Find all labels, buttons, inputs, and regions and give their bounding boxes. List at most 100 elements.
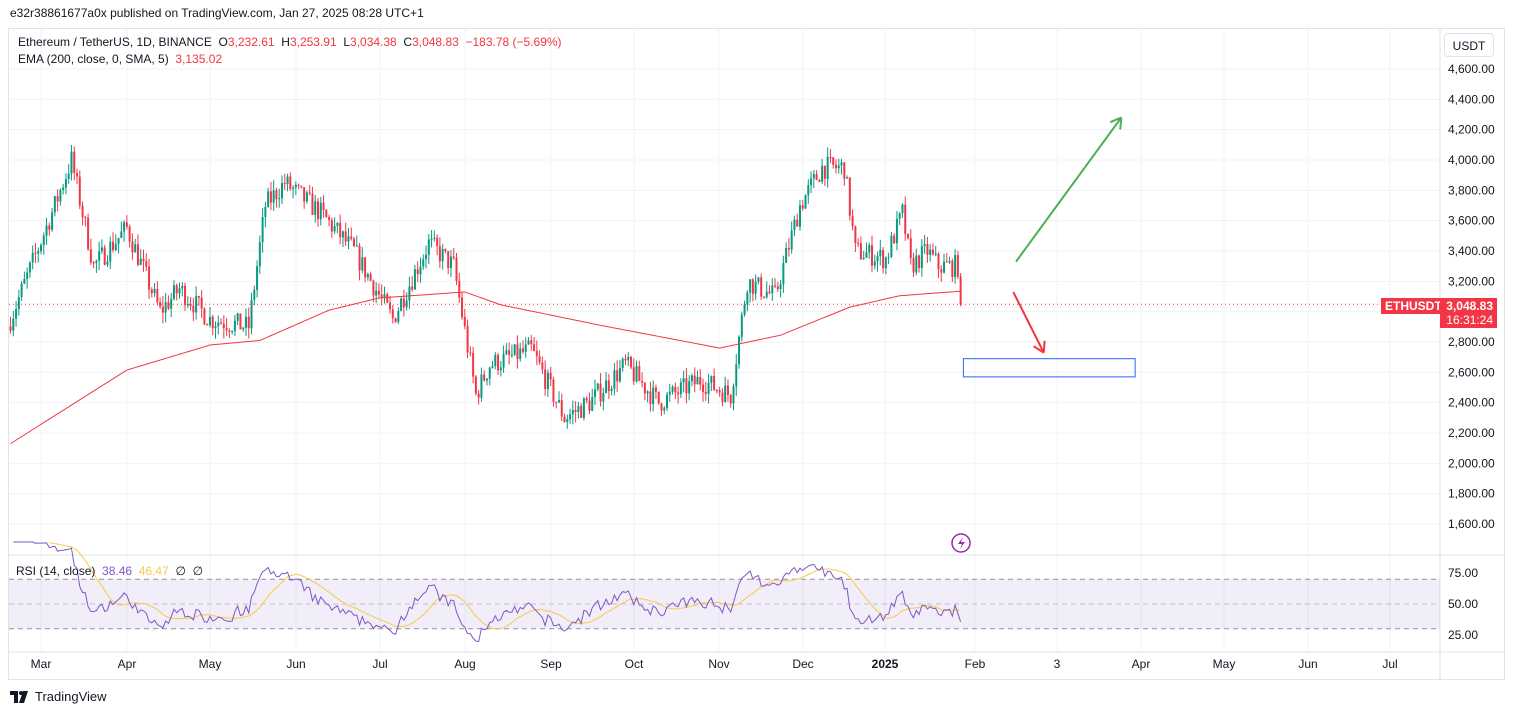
ema-label: EMA (200, close, 0, SMA, 5) (18, 52, 169, 66)
candle-body (635, 366, 638, 382)
candle-body (505, 350, 508, 354)
candle-body (419, 266, 422, 275)
candle-body (887, 256, 890, 258)
candle-body (729, 395, 732, 404)
candle-body (743, 304, 746, 315)
candle-body (690, 375, 693, 382)
rsi-null-2: ∅ (192, 564, 204, 578)
candle-body (228, 330, 231, 332)
candle-body (876, 256, 879, 262)
candle-body (920, 246, 923, 269)
candle-body (463, 317, 466, 327)
candle-body (73, 151, 76, 173)
time-tick: Dec (792, 657, 813, 671)
candle-body (438, 246, 441, 262)
symbol-name: Ethereum / TetherUS, 1D, BINANCE (18, 35, 212, 49)
candle-body (499, 367, 502, 371)
candle-body (322, 202, 325, 210)
candle-body (746, 292, 749, 305)
bearish-arrow-head (1033, 340, 1046, 354)
candle-body (289, 176, 292, 189)
candle-body (732, 386, 735, 404)
candle-body (319, 202, 322, 220)
brand-name: TradingView (35, 689, 107, 704)
price-tick: 4,600.00 (1448, 62, 1495, 76)
candle-body (145, 261, 148, 267)
candle-body (466, 326, 469, 353)
candle-body (114, 243, 117, 251)
candle-body (9, 326, 12, 331)
candle-body (469, 352, 472, 354)
candle-body (258, 242, 261, 267)
candle-body (200, 297, 203, 309)
candle-body (336, 222, 339, 226)
ema-value: 3,135.02 (175, 52, 223, 66)
candle-body (513, 344, 516, 355)
candle-body (377, 290, 380, 295)
candle-body (879, 249, 882, 257)
candle-body (62, 187, 65, 190)
candle-body (555, 401, 558, 403)
candle-body (948, 260, 951, 263)
candle-body (192, 305, 195, 313)
candle-body (524, 344, 527, 352)
time-tick: Feb (965, 657, 986, 671)
time-tick: Apr (118, 657, 137, 671)
candle-body (765, 291, 768, 298)
candle-body (106, 261, 109, 265)
tradingview-logo[interactable]: TradingView (10, 689, 107, 704)
candle-body (951, 260, 954, 278)
candle-body (441, 248, 444, 262)
tv-logo-icon (10, 690, 28, 703)
candle-body (862, 257, 865, 260)
time-tick: Nov (708, 657, 729, 671)
candle-body (882, 249, 885, 269)
candle-body (807, 185, 810, 196)
candle-body (552, 379, 555, 402)
candle-body (37, 251, 40, 254)
candle-body (771, 285, 774, 294)
candle-body (718, 390, 721, 393)
candle-body (153, 288, 156, 294)
candle-body (261, 216, 264, 243)
candle-body (577, 406, 580, 412)
candle-body (269, 191, 272, 203)
candle-body (815, 174, 818, 180)
candle-body (100, 247, 103, 252)
candle-body (895, 218, 898, 244)
last-price-label: 3,048.83 16:31:24 (1440, 298, 1497, 328)
candle-body (557, 400, 560, 403)
currency-unit-button[interactable]: USDT (1444, 33, 1494, 57)
candle-body (793, 219, 796, 231)
candle-body (956, 255, 959, 277)
candle-body (660, 403, 663, 411)
candle-body (954, 255, 957, 278)
candle-body (638, 366, 641, 382)
candle-body (643, 382, 646, 394)
open-value: 3,232.61 (227, 35, 275, 49)
candle-body (256, 266, 259, 290)
candle-body (563, 416, 566, 422)
candle-body (929, 249, 932, 255)
candle-body (751, 279, 754, 294)
candle-body (704, 391, 707, 394)
candle-body (535, 350, 538, 357)
candle-body (762, 296, 765, 298)
candle-body (884, 257, 887, 269)
candle-body (150, 289, 153, 294)
candle-body (15, 308, 18, 319)
candle-body (366, 274, 369, 278)
candle-body (668, 391, 671, 395)
candle-body (599, 383, 602, 402)
candle-body (350, 236, 353, 239)
candle-body (602, 393, 605, 402)
time-tick: Jul (1382, 657, 1397, 671)
candle-body (95, 260, 98, 264)
candle-body (715, 389, 718, 391)
rsi-tick: 75.00 (1448, 566, 1478, 580)
candle-body (452, 256, 455, 258)
candle-body (787, 248, 790, 250)
candle-body (544, 369, 547, 389)
time-tick: May (199, 657, 222, 671)
